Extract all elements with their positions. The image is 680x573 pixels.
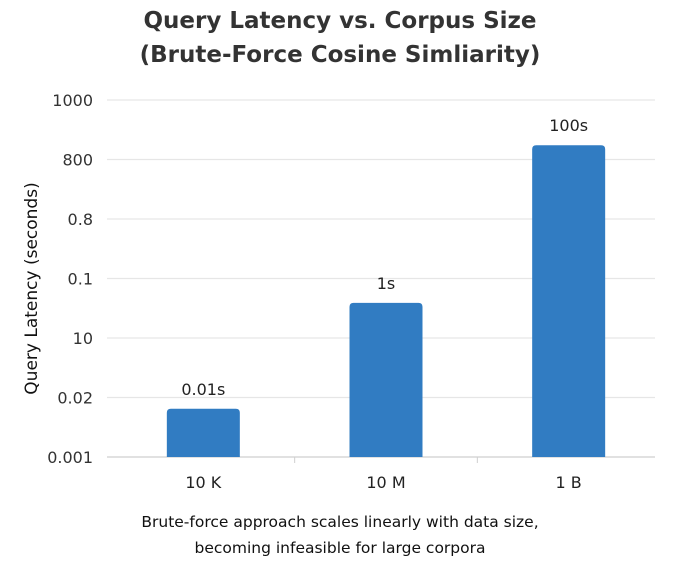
data-label: 1s — [377, 274, 396, 293]
data-label: 100s — [549, 116, 588, 135]
y-tick-label: 1000 — [52, 91, 93, 110]
y-tick-label: 0.02 — [57, 389, 93, 408]
caption-line-1: Brute-force approach scales linearly wit… — [141, 513, 539, 531]
bar-10k — [166, 408, 240, 457]
y-tick-label: 0.8 — [68, 210, 93, 229]
x-tick-label: 1 B — [556, 473, 582, 492]
bar-1b — [532, 145, 606, 457]
y-tick-label: 0.001 — [47, 448, 93, 467]
x-tick-label: 10 K — [185, 473, 221, 492]
y-tick-label: 800 — [62, 151, 93, 170]
y-axis-label: Query Latency (seconds) — [22, 182, 42, 394]
y-tick-label: 0.1 — [68, 270, 93, 289]
caption-line-2: becoming infeasible for large corpora — [194, 539, 486, 557]
x-tick-label: 10 M — [366, 473, 405, 492]
chart-title-line-2: (Brute-Force Cosine Simliarity) — [139, 42, 541, 68]
y-tick-label: 10 — [73, 329, 93, 348]
data-label: 0.01s — [181, 380, 225, 399]
plot-area: 0.001 0.02 10 0.1 0.8 800 1000 Query Latency (s… — [22, 91, 655, 492]
chart-title-line-1: Query Latency vs. Corpus Size — [143, 8, 537, 34]
bar-10m — [349, 302, 423, 457]
